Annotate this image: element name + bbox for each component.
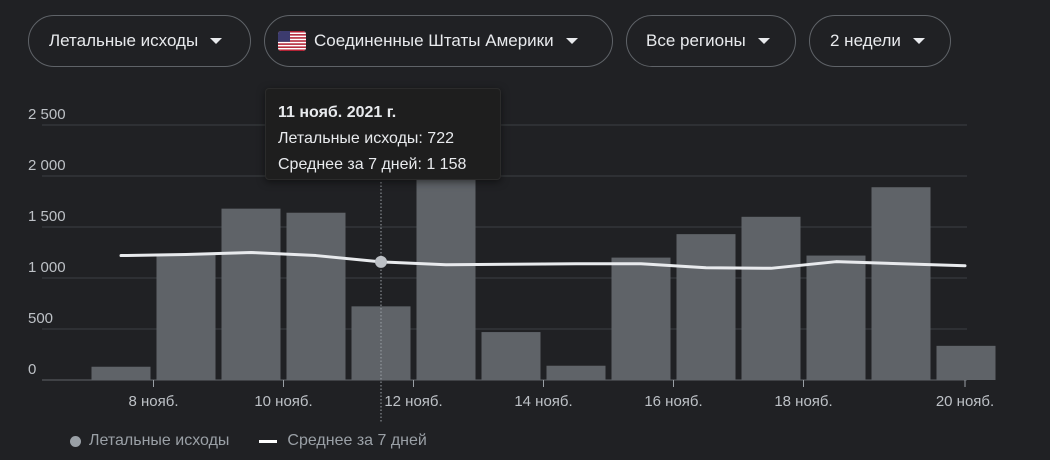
y-tick-label: 500	[28, 310, 53, 327]
bar[interactable]	[91, 366, 151, 380]
x-tick-label: 12 нояб.	[384, 393, 442, 410]
period-dropdown[interactable]: 2 недели	[809, 15, 951, 67]
bar[interactable]	[676, 234, 736, 380]
x-tick-label: 20 нояб.	[936, 393, 994, 410]
legend-deaths-label: Летальные исходы	[89, 432, 230, 449]
country-dropdown-label: Соединенные Штаты Америки	[314, 31, 554, 50]
legend-line-icon	[259, 439, 278, 443]
bar[interactable]	[221, 208, 281, 380]
y-tick-label: 0	[28, 361, 36, 378]
x-tick-label: 10 нояб.	[254, 393, 312, 410]
chart-tooltip: 11 нояб. 2021 г. Летальные исходы: 722 С…	[265, 88, 501, 180]
legend-item-average[interactable]: Среднее за 7 дней	[259, 432, 427, 450]
chevron-down-icon	[210, 38, 223, 44]
tooltip-deaths: Летальные исходы: 722	[278, 130, 454, 147]
x-axis-ticks: 8 нояб. 10 нояб. 12 нояб. 14 нояб. 16 нояб. 1…	[128, 380, 994, 410]
metric-dropdown-label: Летальные исходы	[49, 31, 199, 50]
bar[interactable]	[416, 170, 476, 380]
region-dropdown[interactable]: Все регионы	[626, 15, 796, 67]
legend-item-deaths[interactable]: Летальные исходы	[70, 432, 229, 450]
metric-dropdown[interactable]: Летальные исходы	[28, 15, 251, 67]
x-tick-label: 18 нояб.	[774, 393, 832, 410]
legend-dot-icon	[70, 435, 81, 447]
average-series	[119, 251, 967, 270]
bar[interactable]	[741, 216, 801, 380]
bar[interactable]	[546, 365, 606, 380]
bar[interactable]	[156, 254, 216, 380]
bar-series	[91, 170, 996, 380]
chevron-down-icon	[565, 38, 578, 44]
chevron-down-icon	[912, 38, 925, 44]
tooltip-date: 11 нояб. 2021 г.	[278, 104, 397, 121]
y-tick-label: 2 000	[28, 157, 66, 174]
y-tick-label: 1 000	[28, 259, 66, 276]
legend-average-label: Среднее за 7 дней	[287, 432, 427, 449]
country-dropdown[interactable]: Соединенные Штаты Америки	[264, 15, 613, 67]
bar[interactable]	[936, 345, 996, 380]
chart-legend: Летальные исходы Среднее за 7 дней	[70, 432, 457, 450]
highlight-point	[375, 255, 387, 268]
bar[interactable]	[806, 255, 866, 380]
period-dropdown-label: 2 недели	[830, 31, 901, 50]
bar[interactable]	[611, 257, 671, 380]
y-axis-ticks: 0 500 1 000 1 500 2 000 2 500	[28, 106, 66, 378]
x-tick-label: 8 нояб.	[128, 393, 178, 410]
y-tick-label: 1 500	[28, 208, 66, 225]
region-dropdown-label: Все регионы	[646, 31, 746, 50]
x-tick-label: 16 нояб.	[644, 393, 702, 410]
y-tick-label: 2 500	[28, 106, 66, 123]
bar[interactable]	[871, 187, 931, 380]
us-flag-icon	[278, 31, 306, 51]
x-tick-label: 14 нояб.	[514, 393, 572, 410]
chevron-down-icon	[757, 38, 770, 44]
average-line	[119, 251, 967, 270]
bar[interactable]	[481, 332, 541, 380]
tooltip-average: Среднее за 7 дней: 1 158	[278, 156, 467, 173]
bar[interactable]	[286, 212, 346, 380]
